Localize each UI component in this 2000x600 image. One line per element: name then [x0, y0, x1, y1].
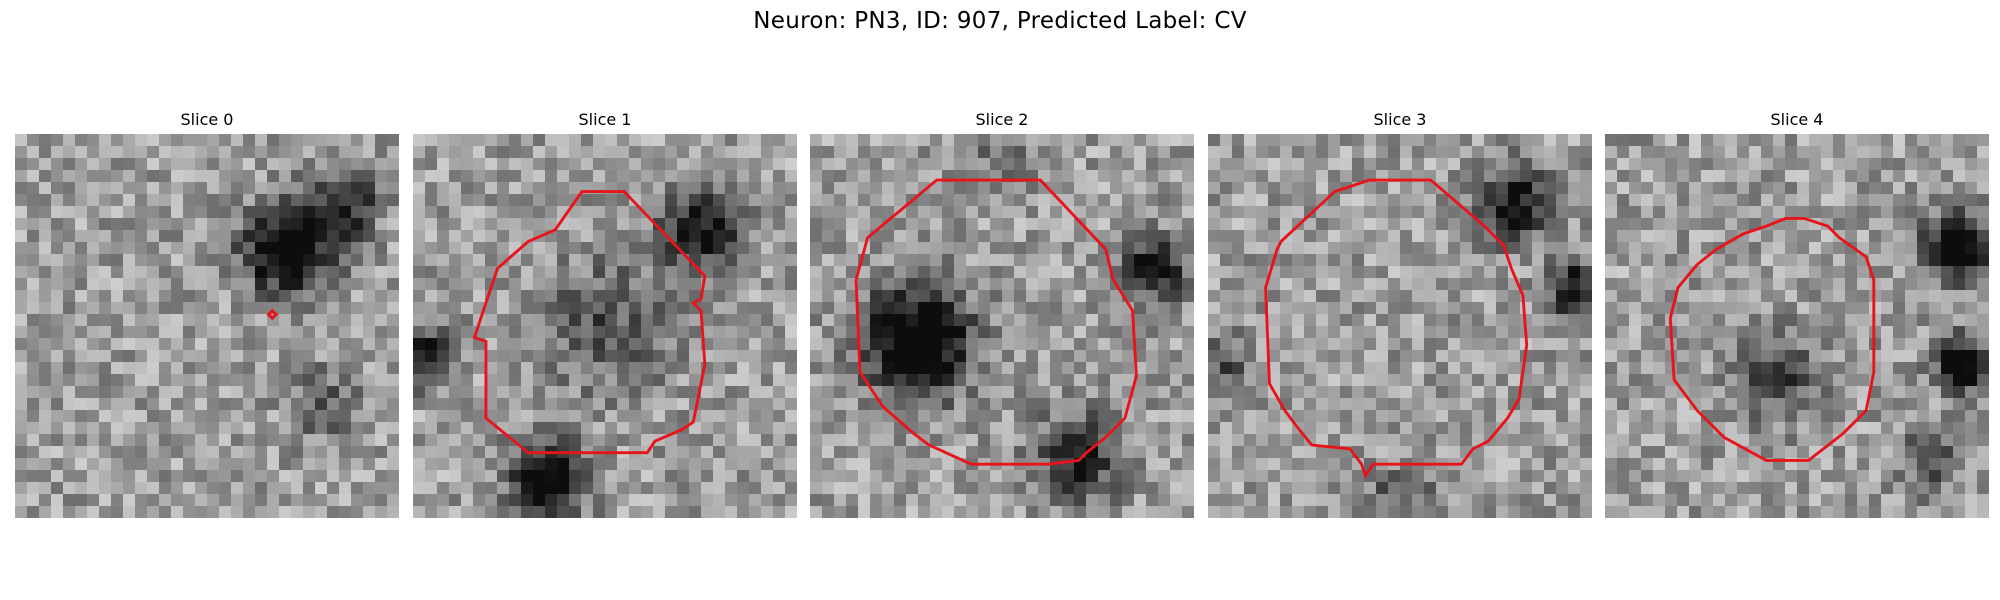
- roi-contour: [854, 178, 1138, 466]
- roi-contour: [1264, 178, 1529, 480]
- slice-image: [413, 134, 797, 518]
- roi-contour: [472, 190, 707, 455]
- figure-title: Neuron: PN3, ID: 907, Predicted Label: C…: [753, 8, 1247, 34]
- roi-contour: [1668, 217, 1876, 462]
- slice-image: [1208, 134, 1592, 518]
- roi-contour: [266, 308, 279, 321]
- slice-panel-3: Slice 3: [1208, 110, 1592, 518]
- slice-panel-1: Slice 1: [413, 110, 797, 518]
- slice-panel-4: Slice 4: [1605, 110, 1989, 518]
- slice-image: [15, 134, 399, 518]
- slice-image: [810, 134, 1194, 518]
- slice-title: Slice 0: [180, 110, 234, 129]
- slice-title: Slice 3: [1373, 110, 1427, 129]
- slice-panel-2: Slice 2: [810, 110, 1194, 518]
- slice-title: Slice 1: [578, 110, 632, 129]
- slice-panel-0: Slice 0: [15, 110, 399, 518]
- slice-title: Slice 2: [975, 110, 1029, 129]
- slice-image: [1605, 134, 1989, 518]
- slice-title: Slice 4: [1770, 110, 1824, 129]
